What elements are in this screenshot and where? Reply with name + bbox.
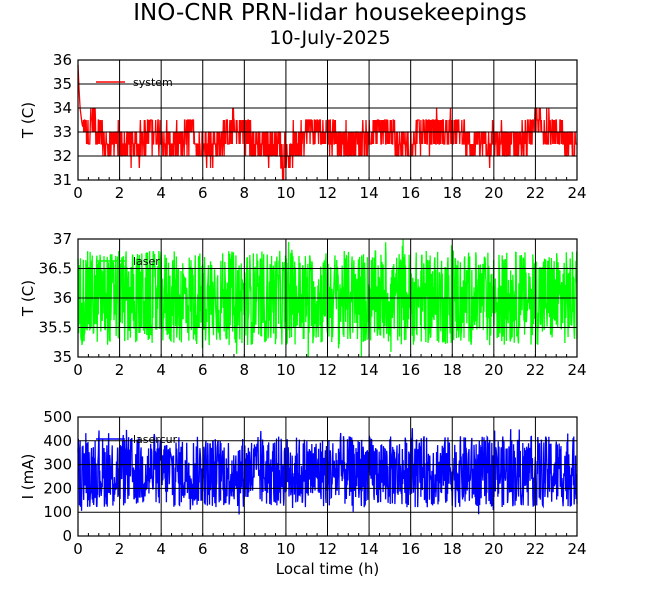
x-tick-label: 0 — [73, 361, 83, 379]
x-tick-label: 14 — [360, 184, 379, 202]
x-tick-label: 14 — [360, 540, 379, 558]
x-tick-label: 22 — [526, 540, 545, 558]
x-tick-label: 0 — [73, 540, 83, 558]
legend-label-system: system — [133, 76, 173, 89]
legend-label-lasercur: lasercur — [133, 433, 178, 446]
x-tick-label: 4 — [156, 361, 166, 379]
y-tick-label: 31 — [53, 171, 72, 189]
x-tick-label: 10 — [276, 184, 295, 202]
x-tick-label: 12 — [318, 184, 337, 202]
x-tick-label: 16 — [401, 361, 420, 379]
x-tick-label: 24 — [567, 361, 586, 379]
y-tick-label: 400 — [43, 432, 72, 450]
x-tick-label: 10 — [276, 540, 295, 558]
x-tick-label: 20 — [484, 540, 503, 558]
y-tick-label: 300 — [43, 456, 72, 474]
x-tick-label: 24 — [567, 184, 586, 202]
y-axis-label: T (C) — [19, 280, 37, 317]
y-axis-label: I (mA) — [19, 454, 37, 500]
y-tick-label: 36 — [53, 51, 72, 69]
x-tick-label: 16 — [401, 184, 420, 202]
y-tick-label: 200 — [43, 479, 72, 497]
y-tick-label: 100 — [43, 503, 72, 521]
x-tick-label: 18 — [443, 361, 462, 379]
y-tick-label: 34 — [53, 99, 72, 117]
y-tick-label: 36.5 — [39, 260, 72, 278]
x-tick-label: 18 — [443, 184, 462, 202]
y-tick-label: 35 — [53, 75, 72, 93]
y-tick-label: 0 — [62, 527, 72, 545]
y-tick-label: 500 — [43, 408, 72, 426]
x-tick-label: 2 — [115, 361, 125, 379]
x-tick-label: 12 — [318, 540, 337, 558]
legend-label-laser: laser — [133, 255, 160, 268]
x-tick-label: 6 — [198, 361, 208, 379]
y-tick-label: 35 — [53, 348, 72, 366]
y-tick-label: 33 — [53, 123, 72, 141]
x-tick-label: 4 — [156, 184, 166, 202]
x-tick-label: 8 — [240, 540, 250, 558]
y-tick-label: 37 — [53, 230, 72, 248]
x-tick-label: 8 — [240, 361, 250, 379]
x-tick-label: 22 — [526, 361, 545, 379]
x-tick-label: 0 — [73, 184, 83, 202]
y-tick-label: 32 — [53, 147, 72, 165]
y-tick-label: 35.5 — [39, 319, 72, 337]
y-axis-label: T (C) — [19, 102, 37, 139]
x-tick-label: 24 — [567, 540, 586, 558]
y-tick-label: 36 — [53, 289, 72, 307]
x-tick-label: 10 — [276, 361, 295, 379]
x-tick-label: 20 — [484, 184, 503, 202]
x-tick-label: 18 — [443, 540, 462, 558]
x-axis-label: Local time (h) — [276, 560, 380, 578]
x-tick-label: 6 — [198, 184, 208, 202]
x-tick-label: 12 — [318, 361, 337, 379]
x-tick-label: 22 — [526, 184, 545, 202]
chart-subtitle: 10-July-2025 — [269, 27, 391, 49]
x-tick-label: 16 — [401, 540, 420, 558]
x-tick-label: 4 — [156, 540, 166, 558]
x-tick-label: 6 — [198, 540, 208, 558]
x-tick-label: 8 — [240, 184, 250, 202]
x-tick-label: 2 — [115, 540, 125, 558]
x-tick-label: 20 — [484, 361, 503, 379]
x-tick-label: 14 — [360, 361, 379, 379]
x-tick-label: 2 — [115, 184, 125, 202]
chart-title: INO-CNR PRN-lidar housekeepings — [133, 0, 527, 26]
